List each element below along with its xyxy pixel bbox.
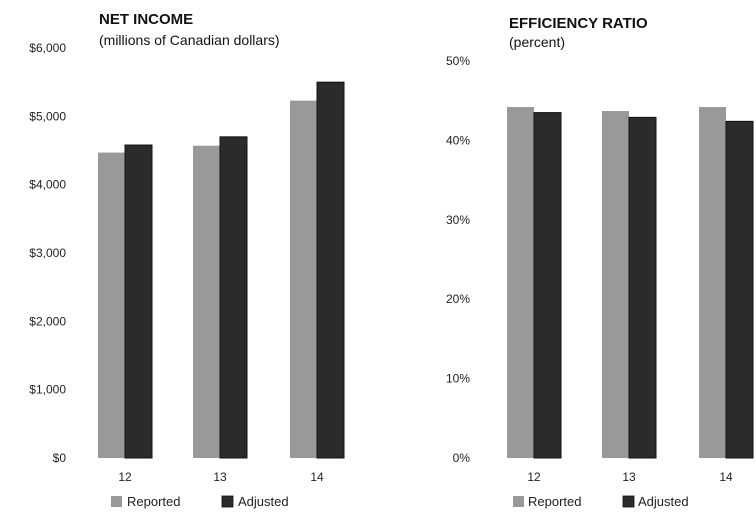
x-tick-label: 14: [310, 470, 324, 484]
legend-swatch-adjusted: [221, 495, 234, 508]
y-tick-label: $5,000: [29, 109, 66, 123]
bar-reported-12: [507, 107, 534, 458]
efficiency-ratio-chart: EFFICIENCY RATIO (percent) 0% 10% 20% 30% 40…: [446, 15, 754, 509]
y-tick-label: 30%: [446, 213, 470, 227]
bar-adjusted-13: [628, 116, 657, 459]
y-tick-label: 0%: [453, 451, 471, 465]
x-tick-label: 12: [527, 470, 541, 484]
y-tick-label: $6,000: [29, 41, 66, 55]
y-tick-label: $3,000: [29, 246, 66, 260]
bar-reported-13: [193, 145, 220, 458]
y-tick-label: 40%: [446, 133, 470, 147]
bar-adjusted-13: [219, 136, 248, 459]
legend-label-adjusted: Adjusted: [638, 494, 689, 509]
y-tick-label: $4,000: [29, 178, 66, 192]
legend-label-reported: Reported: [528, 494, 581, 509]
legend-swatch-adjusted: [622, 495, 635, 508]
efficiency-ratio-title: EFFICIENCY RATIO: [509, 15, 648, 32]
legend-swatch-reported: [513, 496, 524, 507]
y-tick-label: $0: [53, 451, 67, 465]
bar-adjusted-12: [533, 112, 562, 459]
x-tick-label: 13: [213, 470, 227, 484]
y-tick-label: 10%: [446, 372, 470, 386]
x-tick-label: 12: [118, 470, 132, 484]
legend-swatch-reported: [111, 496, 122, 507]
net-income-x-axis: 12 13 14: [118, 470, 324, 484]
y-tick-label: 50%: [446, 54, 470, 68]
y-tick-label: $2,000: [29, 314, 66, 328]
bar-adjusted-14: [316, 81, 345, 459]
bar-adjusted-14: [725, 120, 754, 459]
legend-label-adjusted: Adjusted: [238, 494, 289, 509]
y-tick-label: $1,000: [29, 383, 66, 397]
efficiency-ratio-subtitle: (percent): [509, 34, 565, 50]
efficiency-ratio-y-axis: 0% 10% 20% 30% 40% 50%: [446, 54, 470, 465]
efficiency-ratio-x-axis: 12 13 14: [527, 470, 733, 484]
net-income-subtitle: (millions of Canadian dollars): [99, 32, 280, 48]
y-tick-label: 20%: [446, 292, 470, 306]
legend-label-reported: Reported: [127, 494, 180, 509]
net-income-chart: NET INCOME (millions of Canadian dollars…: [29, 11, 345, 509]
net-income-legend: Reported Adjusted: [111, 494, 289, 509]
efficiency-ratio-legend: Reported Adjusted: [513, 494, 689, 509]
bar-reported-14: [290, 100, 317, 458]
x-tick-label: 14: [719, 470, 733, 484]
bar-adjusted-12: [124, 144, 153, 459]
net-income-title: NET INCOME: [99, 11, 193, 28]
efficiency-ratio-bars: [507, 107, 754, 459]
bar-reported-12: [98, 152, 125, 459]
bar-reported-13: [602, 111, 629, 458]
net-income-y-axis: $0 $1,000 $2,000 $3,000 $4,000 $5,000 $6,000: [29, 41, 66, 465]
net-income-bars: [98, 81, 345, 459]
bar-reported-14: [699, 107, 726, 458]
x-tick-label: 13: [622, 470, 636, 484]
